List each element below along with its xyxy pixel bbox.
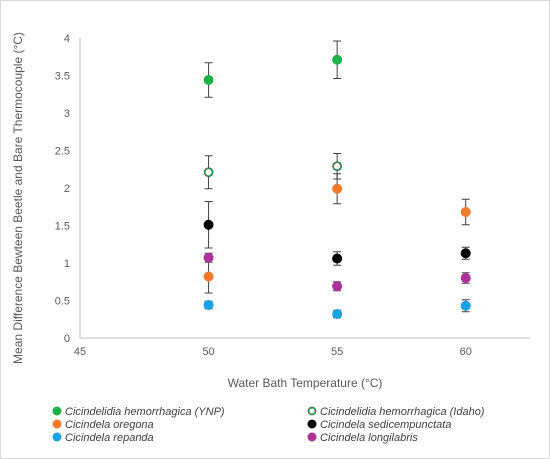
data-point-ring (332, 161, 342, 171)
y-tick-label: 4 (64, 33, 70, 45)
y-tick-label: 3.5 (55, 71, 70, 83)
y-tick-label: 0 (64, 333, 70, 345)
data-point (203, 271, 214, 282)
legend-label: Cicindelidia hemorrhagica (Idaho) (320, 406, 485, 418)
y-tick-label: 0.5 (55, 296, 70, 308)
legend-marker-ring (308, 407, 316, 415)
data-point (203, 219, 214, 230)
y-tick-label: 2 (64, 183, 70, 195)
data-point (332, 54, 343, 65)
data-point (332, 253, 343, 264)
legend-marker (307, 419, 317, 429)
y-tick-label: 1.5 (55, 221, 70, 233)
data-point (332, 309, 343, 319)
legend-label: Cicindela repanda (65, 432, 154, 444)
x-tick-label: 60 (460, 346, 472, 358)
legend-marker (52, 419, 62, 429)
legend-label: Cicindelidia hemorrhagica (YNP) (65, 406, 225, 418)
y-tick-label: 2.5 (55, 146, 70, 158)
legend-marker (307, 432, 317, 442)
data-point (332, 183, 343, 194)
y-tick-label: 1 (64, 258, 70, 270)
x-axis-title: Water Bath Temperature (°C) (228, 376, 383, 390)
data-point (203, 252, 214, 263)
data-point (460, 273, 471, 283)
legend-label: Cicindela oregona (65, 419, 154, 431)
x-tick-label: 55 (331, 346, 343, 358)
data-point (460, 300, 471, 311)
x-tick-label: 50 (202, 346, 214, 358)
legend-label: Cicindela longilabris (320, 432, 418, 444)
data-point (460, 248, 471, 259)
legend-label: Cicindela sedicempunctata (320, 419, 451, 431)
data-point (203, 300, 214, 310)
legend-marker (52, 432, 62, 442)
legend-marker (52, 406, 62, 416)
data-point (332, 281, 343, 292)
data-point (460, 207, 471, 217)
data-point-ring (204, 167, 214, 177)
data-point (203, 75, 214, 85)
y-tick-label: 3 (64, 108, 70, 120)
y-axis-title: Mean Difference Bewteen Beetle and Bare … (11, 32, 25, 364)
x-tick-label: 45 (74, 346, 86, 358)
